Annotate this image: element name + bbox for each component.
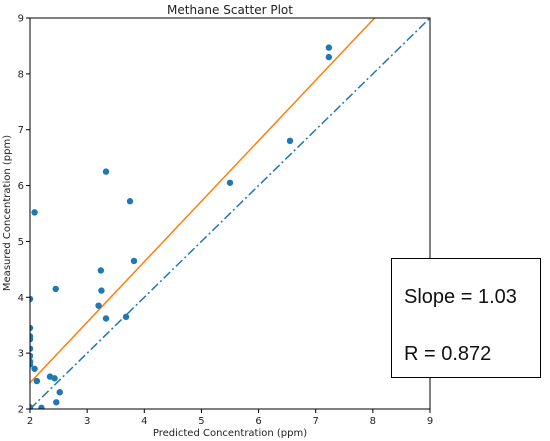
data-point xyxy=(31,365,38,372)
data-point xyxy=(30,404,34,409)
data-point xyxy=(38,404,45,409)
data-point xyxy=(53,399,60,406)
plot-area xyxy=(30,18,430,409)
data-point xyxy=(286,137,294,145)
data-point xyxy=(102,168,110,175)
x-axis-label: Predicted Concentration (ppm) xyxy=(153,428,307,439)
y-axis: 2 3 4 5 6 7 8 9 xyxy=(18,14,30,416)
data-point xyxy=(102,315,110,322)
r-value-label: R = 0.872 xyxy=(404,343,492,365)
data-point xyxy=(30,295,34,303)
data-point xyxy=(52,285,59,293)
y-tick-label: 8 xyxy=(18,69,24,80)
data-point xyxy=(30,361,34,368)
y-tick-label: 4 xyxy=(18,293,24,304)
x-tick-label: 4 xyxy=(141,416,147,427)
y-axis-label: Measured Concentration (ppm) xyxy=(2,135,13,291)
y-tick-label: 3 xyxy=(18,349,24,360)
y-tick-label: 5 xyxy=(18,237,24,248)
data-point xyxy=(325,53,333,61)
slope-label: Slope = 1.03 xyxy=(404,286,517,308)
y-tick-label: 6 xyxy=(18,181,24,192)
x-tick-label: 9 xyxy=(427,416,433,427)
data-point xyxy=(30,335,34,343)
data-point xyxy=(98,287,105,294)
series-layer xyxy=(30,18,430,409)
y-tick-label: 7 xyxy=(18,125,24,136)
data-point xyxy=(122,313,130,321)
data-point xyxy=(30,324,34,332)
fit-line xyxy=(30,18,376,384)
x-axis: 2 3 4 5 6 7 8 9 xyxy=(27,409,433,427)
x-tick-label: 3 xyxy=(84,416,90,427)
x-tick-label: 8 xyxy=(370,416,376,427)
data-point xyxy=(325,44,333,51)
data-point xyxy=(95,302,102,309)
data-point xyxy=(31,209,38,216)
identity-line xyxy=(30,18,430,409)
data-point xyxy=(97,267,105,274)
plot-frame xyxy=(29,17,431,410)
x-tick-label: 7 xyxy=(313,416,319,427)
y-tick-label: 2 xyxy=(18,405,24,416)
data-point xyxy=(126,198,134,205)
data-point xyxy=(30,352,34,360)
stats-annotation-box: Slope = 1.03 R = 0.872 xyxy=(391,258,541,378)
x-tick-label: 6 xyxy=(255,416,261,427)
data-point xyxy=(226,179,234,186)
x-tick-label: 5 xyxy=(198,416,204,427)
x-tick-label: 2 xyxy=(27,416,33,427)
data-point xyxy=(33,377,41,385)
data-point xyxy=(30,345,34,352)
chart-title: Methane Scatter Plot xyxy=(167,3,293,17)
data-point xyxy=(51,375,58,382)
data-point xyxy=(56,389,63,396)
data-point xyxy=(130,257,138,265)
y-tick-label: 9 xyxy=(18,14,24,25)
